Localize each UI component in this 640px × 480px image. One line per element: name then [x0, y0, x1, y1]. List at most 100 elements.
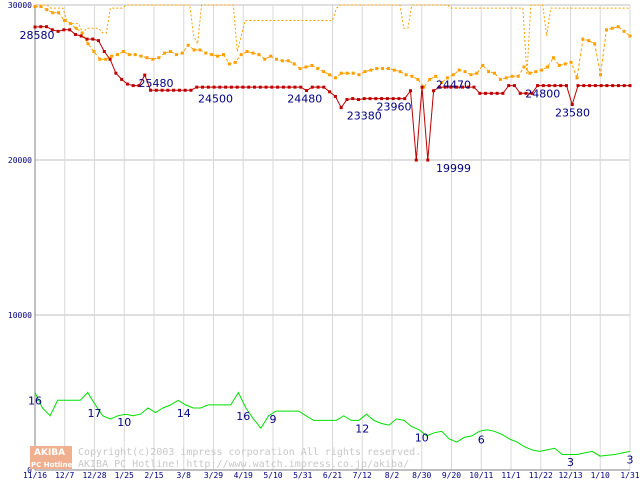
series-point-2: [408, 89, 412, 93]
logo-top-text: AKIBA: [34, 448, 65, 458]
x-tick-label: 10/11: [469, 471, 493, 480]
series-point-2: [264, 85, 268, 89]
series-point-2: [351, 97, 355, 101]
x-tick-label: 1/25: [115, 471, 134, 480]
series-point-2: [143, 73, 147, 77]
series-point-2: [559, 84, 563, 88]
series-point-2: [79, 34, 83, 38]
series-point-1: [428, 77, 432, 81]
series-point-2: [97, 39, 101, 43]
series-point-2: [218, 85, 222, 89]
grid: [34, 4, 631, 471]
data-label: 24480: [287, 93, 322, 106]
x-tick-label: 3/8: [177, 471, 192, 480]
series-point-1: [74, 26, 78, 30]
series-point-2: [605, 84, 609, 88]
series-point-2: [588, 84, 592, 88]
data-label: 24500: [198, 92, 233, 105]
series-point-2: [478, 91, 482, 95]
series-point-1: [51, 11, 55, 15]
series-point-1: [487, 70, 491, 74]
y-tick-label: 10000: [8, 311, 32, 320]
series-point-1: [628, 34, 632, 38]
data-label: 23380: [347, 110, 382, 123]
series-point-1: [245, 50, 249, 53]
series-point-2: [455, 85, 459, 89]
series-point-1: [57, 11, 61, 15]
series-point-2: [512, 84, 516, 88]
series-point-2: [131, 84, 135, 88]
series-point-1: [33, 5, 37, 9]
series-point-1: [133, 53, 137, 57]
count-label: 3: [627, 453, 634, 466]
series-point-1: [575, 76, 579, 80]
series-point-2: [281, 85, 285, 89]
series-point-1: [186, 43, 190, 47]
series-lines: [33, 4, 632, 457]
x-tick-label: 2/15: [144, 471, 163, 480]
x-tick-label: 11/16: [23, 471, 47, 480]
series-point-2: [293, 85, 297, 89]
series-point-2: [385, 97, 389, 101]
copyright-text: Copyright(c)2003 impress corporation All…: [78, 447, 421, 458]
series-point-1: [439, 81, 443, 84]
series-point-1: [528, 71, 532, 75]
series-point-1: [345, 71, 349, 75]
series-point-2: [160, 88, 164, 92]
series-point-1: [210, 53, 214, 57]
series-point-1: [581, 37, 585, 41]
series-point-1: [416, 77, 420, 81]
series-point-1: [110, 54, 114, 58]
series-point-1: [410, 74, 414, 78]
series-point-1: [357, 73, 361, 77]
series-point-2: [172, 88, 176, 92]
series-point-1: [534, 70, 538, 74]
series-point-1: [251, 51, 255, 55]
series-point-2: [518, 91, 522, 95]
series-point-2: [258, 85, 262, 89]
series-point-2: [247, 85, 251, 89]
series-line-0: [35, 4, 630, 75]
x-tick-label: 12/28: [82, 471, 106, 480]
series-point-2: [85, 37, 89, 41]
x-tick-label: 1/31: [620, 471, 639, 480]
x-tick-label: 3/29: [204, 471, 223, 480]
series-point-2: [397, 97, 401, 101]
series-point-1: [68, 22, 72, 26]
x-axis-ticks: 11/16 12/7 12/28 1/25 2/15 3/8 3/29 4/19 5/10 5/3…: [23, 471, 640, 480]
series-point-1: [445, 76, 449, 80]
x-tick-label: 5/31: [293, 471, 312, 480]
series-point-2: [137, 84, 141, 88]
series-point-1: [563, 62, 567, 66]
series-point-2: [45, 25, 49, 29]
series-point-2: [241, 85, 245, 89]
series-point-1: [610, 26, 614, 30]
y-axis-ticks: 0 10000 20000 30000: [8, 1, 32, 475]
series-line-3: [34, 391, 631, 457]
series-point-1: [80, 31, 84, 35]
series-point-1: [510, 74, 514, 78]
series-point-1: [422, 85, 426, 89]
series-point-2: [125, 82, 129, 86]
series-point-2: [195, 85, 199, 89]
series-point-2: [460, 85, 464, 89]
series-point-1: [163, 51, 167, 55]
count-label: 3: [567, 456, 574, 469]
series-point-2: [593, 84, 597, 88]
series-point-1: [504, 76, 508, 80]
series-point-1: [398, 70, 402, 74]
series-point-1: [127, 53, 131, 57]
series-point-1: [198, 48, 202, 52]
series-point-2: [611, 84, 615, 88]
count-label: 10: [415, 432, 429, 445]
series-point-2: [426, 158, 430, 162]
data-label: 23580: [555, 107, 590, 120]
series-point-2: [102, 50, 106, 53]
series-point-1: [375, 67, 379, 71]
series-point-2: [484, 91, 488, 95]
series-point-1: [493, 71, 497, 75]
series-point-1: [516, 74, 520, 78]
series-point-1: [151, 57, 155, 61]
x-tick-label: 7/12: [353, 471, 372, 480]
series-point-1: [62, 19, 66, 22]
